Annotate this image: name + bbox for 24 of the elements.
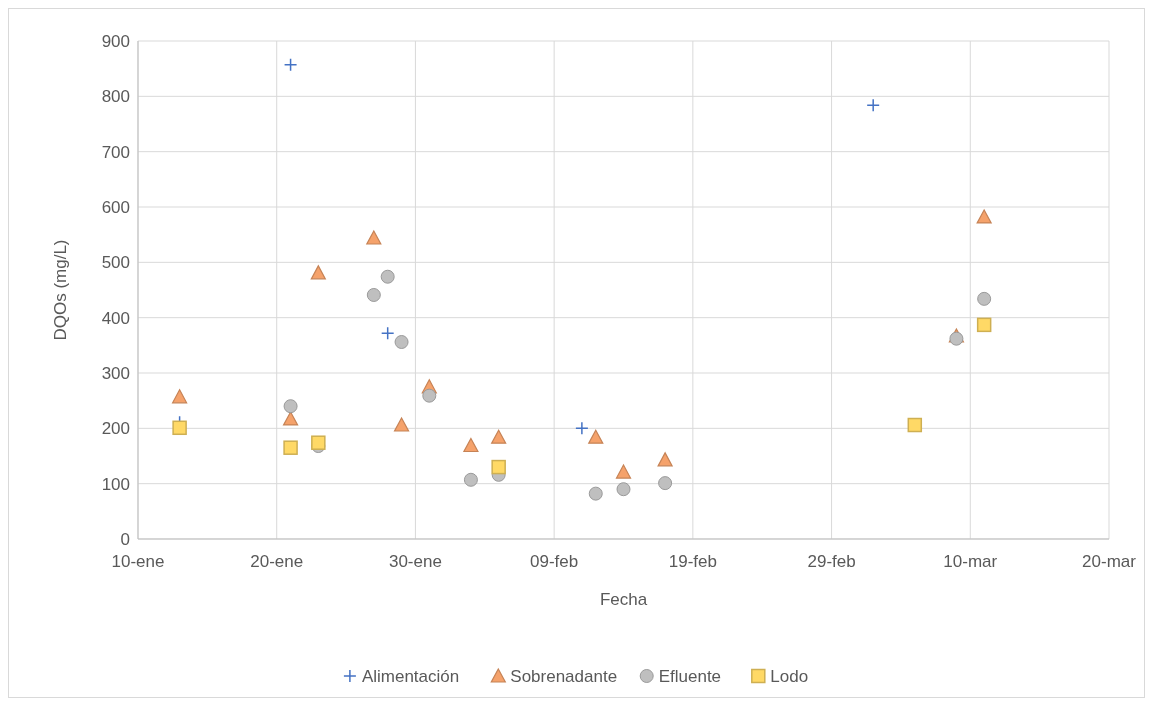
y-tick-label: 800 [101, 87, 130, 107]
x-tick-label: 09-feb [530, 552, 579, 571]
y-tick-label: 0 [120, 529, 130, 549]
legend-label: Efluente [658, 666, 722, 686]
legend-label: Sobrenadante [510, 666, 618, 686]
x-tick-label: 20-mar [1082, 552, 1137, 571]
x-tick-label: 29-feb [807, 552, 856, 571]
x-tick-label: 20-ene [250, 552, 304, 571]
x-axis-title: Fecha [599, 590, 648, 609]
legend-label: Alimentación [361, 666, 460, 686]
y-tick-label: 400 [101, 308, 130, 328]
y-tick-label: 900 [101, 31, 130, 51]
x-tick-label: 10-mar [943, 552, 998, 571]
y-tick-label: 300 [101, 363, 130, 383]
y-tick-label: 700 [101, 142, 130, 162]
x-tick-label: 10-ene [111, 552, 165, 571]
x-tick-label: 19-feb [668, 552, 717, 571]
y-tick-label: 200 [101, 419, 130, 439]
y-axis-title: DQOs (mg/L) [51, 239, 70, 341]
y-tick-label: 500 [101, 253, 130, 273]
x-tick-label: 30-ene [388, 552, 442, 571]
y-tick-label: 600 [101, 197, 130, 217]
legend-label: Lodo [770, 666, 809, 686]
y-tick-label: 100 [101, 474, 130, 494]
